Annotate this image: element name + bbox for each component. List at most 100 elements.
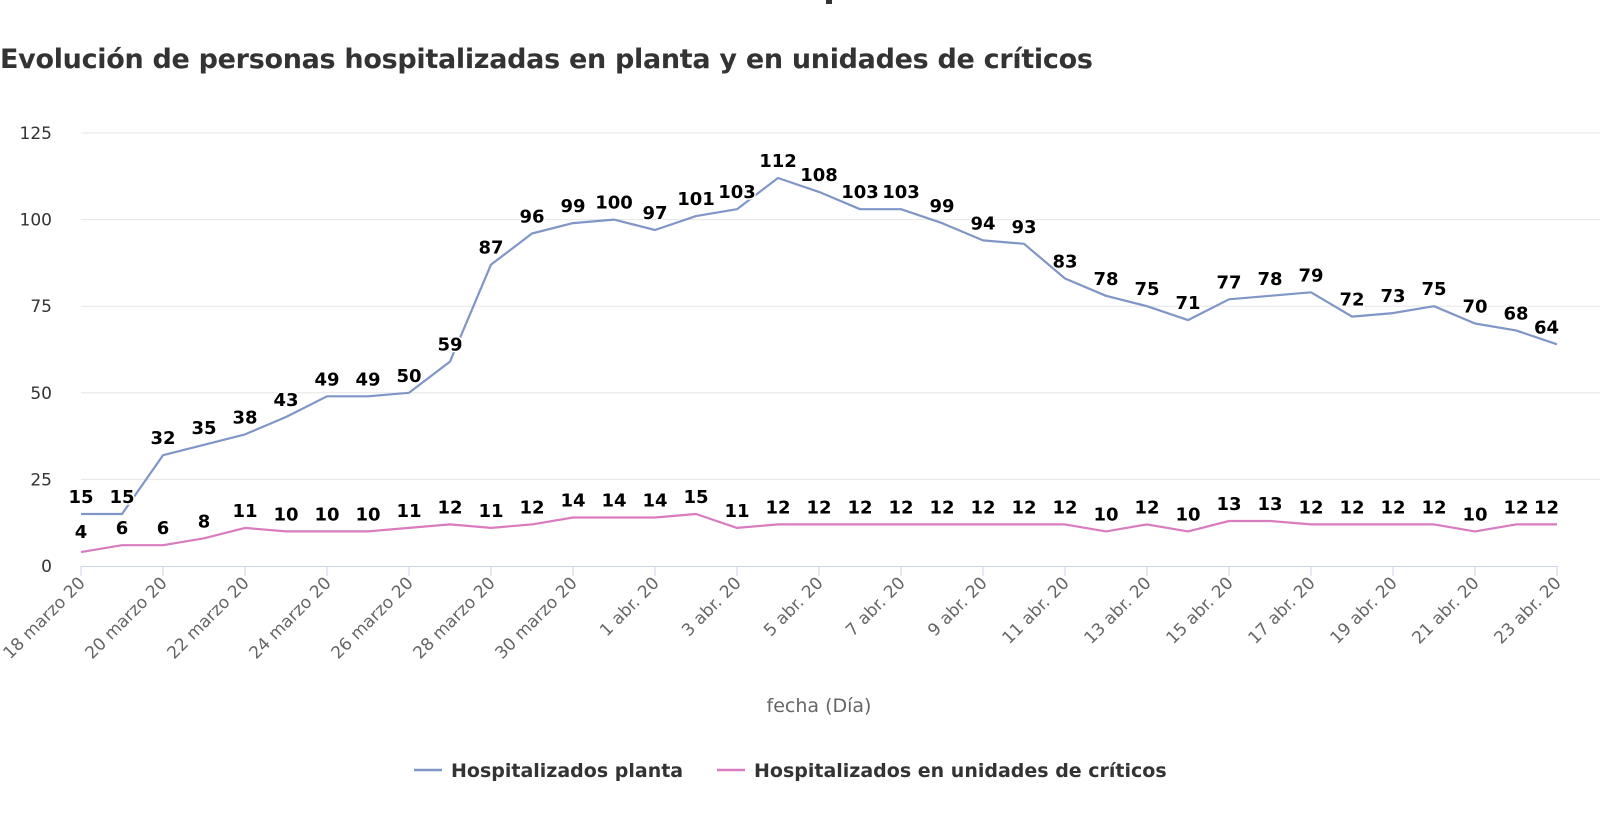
legend-item: Hospitalizados en unidades de críticos	[717, 760, 1167, 782]
chart-title: Evolución de personas hospitalizadas en …	[0, 44, 1093, 75]
data-label: 12	[437, 497, 462, 518]
x-tick-label: 22 marzo 20	[163, 573, 253, 663]
data-label: 83	[1052, 251, 1077, 272]
x-tick-label: 3 abr. 20	[678, 573, 745, 640]
x-tick-label: 21 abr. 20	[1408, 573, 1483, 648]
gridlines	[81, 132, 1600, 480]
data-label: 6	[157, 518, 170, 539]
data-label: 101	[677, 189, 715, 210]
data-label: 10	[314, 504, 339, 525]
data-label: 103	[882, 182, 920, 203]
top-edge-mark	[826, 0, 832, 4]
data-label: 108	[800, 165, 838, 186]
data-label: 50	[396, 366, 421, 387]
x-tick-label: 11 abr. 20	[998, 573, 1073, 648]
data-label: 15	[109, 487, 134, 508]
data-label: 12	[1052, 497, 1077, 518]
data-label: 103	[841, 182, 879, 203]
data-label: 10	[273, 504, 298, 525]
x-tick-label: 30 marzo 20	[491, 573, 581, 663]
legend-label: Hospitalizados en unidades de críticos	[754, 760, 1167, 782]
data-label: 10	[1462, 504, 1487, 525]
y-tick-label: 100	[20, 211, 52, 231]
x-tick-label: 13 abr. 20	[1080, 573, 1155, 648]
x-tick-label: 23 abr. 20	[1490, 573, 1565, 648]
data-label: 73	[1380, 286, 1405, 307]
data-label: 68	[1503, 303, 1528, 324]
data-label: 12	[1534, 497, 1559, 518]
data-label: 64	[1534, 317, 1559, 338]
x-tick-label: 5 abr. 20	[760, 573, 827, 640]
y-tick-label: 50	[30, 384, 52, 404]
data-label: 8	[198, 511, 211, 532]
data-label: 12	[765, 497, 790, 518]
data-label: 35	[191, 418, 216, 439]
y-tick-label: 125	[20, 124, 52, 144]
data-label: 12	[1421, 497, 1446, 518]
x-tick-label: 1 abr. 20	[596, 573, 663, 640]
x-tick-label: 7 abr. 20	[842, 573, 909, 640]
x-tick-label: 26 marzo 20	[327, 573, 417, 663]
data-label: 14	[601, 491, 626, 512]
data-label: 12	[888, 497, 913, 518]
series-line	[80, 512, 1557, 554]
y-axis-ticks: 0 25 50 75 100 125	[20, 124, 52, 577]
data-label: 99	[560, 196, 585, 217]
data-label: 4	[75, 522, 88, 543]
data-label: 10	[355, 504, 380, 525]
x-tick-label: 18 marzo 20	[0, 573, 90, 663]
y-tick-label: 0	[41, 557, 52, 577]
data-label: 112	[759, 151, 797, 172]
data-label: 14	[560, 491, 585, 512]
x-tick-label: 24 marzo 20	[245, 573, 335, 663]
data-label: 12	[1339, 497, 1364, 518]
data-label: 72	[1339, 290, 1364, 311]
data-label: 96	[519, 206, 544, 227]
data-label: 78	[1093, 269, 1118, 290]
data-label: 12	[1380, 497, 1405, 518]
x-axis-title: fecha (Día)	[767, 695, 872, 717]
data-label: 6	[116, 518, 129, 539]
data-label: 12	[1134, 497, 1159, 518]
data-label: 43	[273, 390, 298, 411]
series-lines	[80, 176, 1558, 554]
data-label: 32	[150, 428, 175, 449]
data-label: 10	[1093, 504, 1118, 525]
data-label: 99	[929, 196, 954, 217]
data-label: 15	[683, 487, 708, 508]
data-label: 13	[1257, 494, 1282, 515]
data-label: 70	[1462, 297, 1487, 318]
data-label: 59	[437, 335, 462, 356]
data-label: 11	[724, 501, 749, 522]
data-label: 14	[642, 491, 667, 512]
data-label: 71	[1175, 293, 1200, 314]
data-label: 79	[1298, 265, 1323, 286]
data-label: 78	[1257, 269, 1282, 290]
data-label: 12	[1011, 497, 1036, 518]
data-label: 12	[519, 497, 544, 518]
x-tick-label: 19 abr. 20	[1326, 573, 1401, 648]
data-label: 15	[68, 487, 93, 508]
data-label: 11	[396, 501, 421, 522]
data-label: 12	[847, 497, 872, 518]
data-label: 49	[355, 369, 380, 390]
data-label: 11	[478, 501, 503, 522]
data-label: 97	[642, 203, 667, 224]
legend-item: Hospitalizados planta	[414, 760, 683, 782]
data-label: 75	[1421, 279, 1446, 300]
series-line	[81, 176, 1558, 516]
data-label: 12	[806, 497, 831, 518]
data-label: 77	[1216, 272, 1241, 293]
data-label: 10	[1175, 504, 1200, 525]
y-tick-label: 25	[30, 470, 52, 490]
x-tick-label: 15 abr. 20	[1162, 573, 1237, 648]
x-tick-label: 28 marzo 20	[409, 573, 499, 663]
y-tick-label: 75	[30, 297, 52, 317]
data-label: 94	[970, 213, 995, 234]
legend: Hospitalizados planta Hospitalizados en u…	[414, 760, 1167, 782]
data-label: 100	[595, 193, 633, 214]
data-label: 13	[1216, 494, 1241, 515]
x-tick-label: 9 abr. 20	[924, 573, 991, 640]
